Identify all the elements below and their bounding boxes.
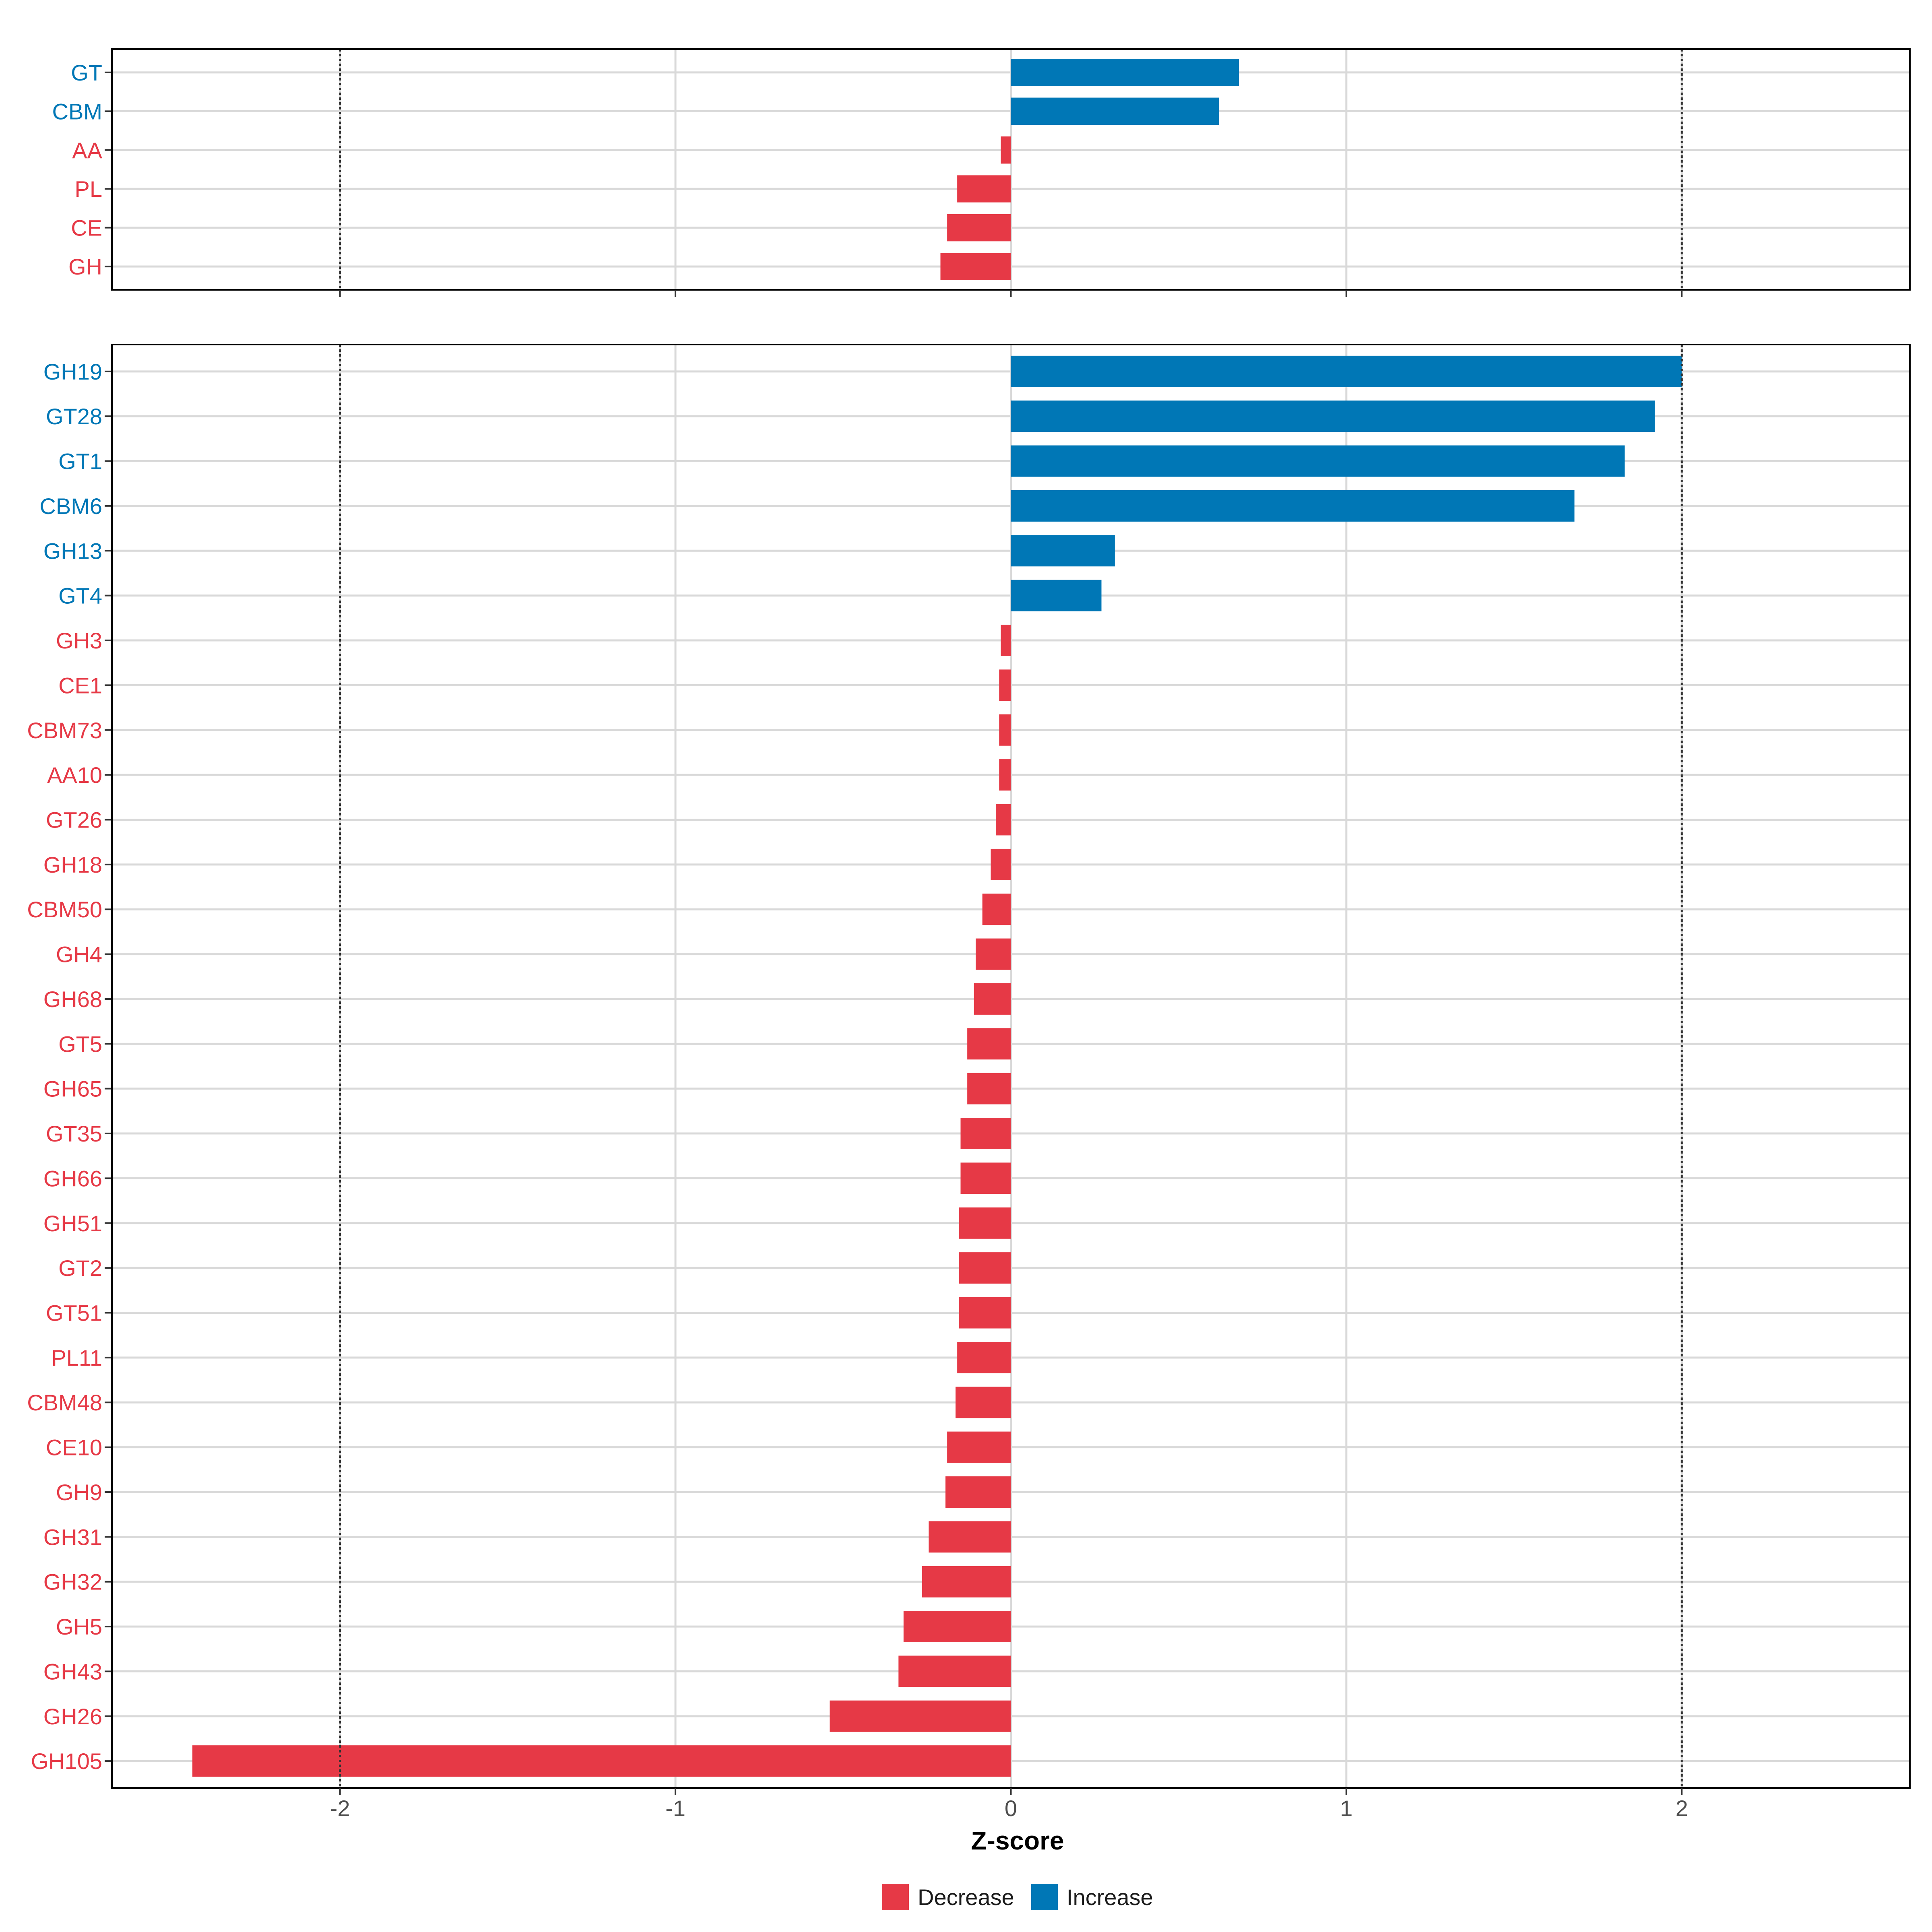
y-tick-label: GH13 (43, 538, 102, 564)
bar-cbm73 (999, 714, 1011, 746)
bar-gt28 (1011, 400, 1655, 432)
bar-gt5 (967, 1028, 1011, 1060)
bar-gh13 (1011, 535, 1115, 567)
bar-gt4 (1011, 580, 1102, 611)
legend-label-increase: Increase (1067, 1885, 1153, 1910)
bar-gh65 (967, 1073, 1011, 1104)
bar-gh (940, 253, 1011, 280)
y-tick-label: AA (72, 138, 102, 163)
y-tick-label: GH5 (56, 1614, 102, 1639)
bar-gh9 (945, 1476, 1011, 1508)
y-tick-label: GH66 (43, 1166, 102, 1191)
x-tick-label: -2 (330, 1796, 350, 1821)
y-tick-label: CBM48 (27, 1390, 102, 1415)
bar-cbm6 (1011, 490, 1575, 522)
y-tick-label: GH68 (43, 987, 102, 1012)
x-axis: -2 -1 0 1 2 (330, 1796, 1688, 1821)
bar-gt (1011, 59, 1239, 86)
x-axis-title: Z-score (971, 1826, 1064, 1855)
legend-swatch-decrease (882, 1884, 909, 1910)
y-tick-label: GH18 (43, 852, 102, 877)
legend-label-decrease: Decrease (918, 1885, 1014, 1910)
x-tick-label: 0 (1005, 1796, 1017, 1821)
y-tick-label: GT51 (46, 1300, 102, 1326)
bar-ce10 (947, 1431, 1011, 1463)
y-tick-label: AA10 (47, 762, 102, 788)
bar-gt2 (959, 1252, 1011, 1284)
bar-gh18 (991, 848, 1011, 880)
bar-gt26 (995, 804, 1011, 836)
bar-gh5 (903, 1611, 1011, 1643)
bar-gh26 (830, 1700, 1011, 1732)
y-tick-label: GT35 (46, 1121, 102, 1146)
top-panel: GT CBM AA PL CE GH (52, 48, 1911, 297)
y-tick-label: CE1 (58, 673, 102, 698)
bottom-panel: GH19 GT28 GT1 CBM6 GH13 GT4 GH3 CE1 CBM73 AA10 GT2… (27, 344, 1911, 1795)
y-tick-label: GH31 (43, 1524, 102, 1550)
bar-gt51 (959, 1297, 1011, 1329)
bar-gt1 (1011, 445, 1625, 477)
bar-gh19 (1011, 355, 1682, 387)
bar-aa (1001, 136, 1011, 164)
bar-gh51 (959, 1207, 1011, 1239)
y-tick-label: GH (68, 254, 102, 279)
y-tick-label: GT1 (58, 449, 102, 474)
x-tick-label: -1 (665, 1796, 685, 1821)
y-tick-label: GH51 (43, 1211, 102, 1236)
bar-gh31 (929, 1521, 1011, 1553)
bar-ce (947, 214, 1011, 242)
y-tick-label: GH32 (43, 1569, 102, 1595)
y-tick-label: CBM6 (39, 493, 102, 519)
bar-ce1 (999, 669, 1011, 701)
y-tick-label: PL11 (51, 1345, 102, 1371)
y-tick-label: GH9 (56, 1480, 102, 1505)
y-tick-label: CE10 (46, 1435, 102, 1460)
bar-gh68 (974, 983, 1011, 1015)
x-tick-label: 1 (1340, 1796, 1352, 1821)
bar-gt35 (960, 1118, 1011, 1150)
bar-gh4 (975, 938, 1011, 970)
y-tick-label: GH4 (56, 942, 102, 967)
x-tick-label: 2 (1676, 1796, 1688, 1821)
y-tick-label: GH43 (43, 1659, 102, 1684)
bar-aa10 (999, 759, 1011, 791)
y-tick-label: CBM (52, 99, 102, 124)
bar-cbm48 (955, 1387, 1011, 1418)
bar-pl (957, 175, 1011, 202)
bar-pl11 (957, 1342, 1011, 1373)
bar-cbm (1011, 97, 1219, 125)
y-tick-label: PL (75, 176, 103, 202)
y-tick-label: GH65 (43, 1076, 102, 1102)
y-tick-label: GH26 (43, 1704, 102, 1729)
y-tick-label: GT4 (58, 583, 102, 609)
y-tick-label: CBM50 (27, 897, 102, 922)
y-tick-label: GH3 (56, 628, 102, 653)
bar-gh3 (1001, 625, 1011, 656)
y-tick-label: GH19 (43, 359, 102, 384)
legend-swatch-increase (1031, 1884, 1058, 1910)
y-tick-label: GT2 (58, 1255, 102, 1281)
y-tick-label: GT26 (46, 807, 102, 832)
y-tick-label: GT (71, 60, 102, 85)
bar-gh32 (922, 1566, 1011, 1598)
y-tick-label: GT5 (58, 1031, 102, 1057)
y-tick-label: GH105 (31, 1748, 102, 1774)
legend: Decrease Increase (882, 1884, 1153, 1910)
y-tick-label: CE (71, 215, 102, 241)
bar-gh105 (192, 1745, 1011, 1777)
bar-gh43 (898, 1655, 1011, 1687)
bar-gh66 (960, 1162, 1011, 1194)
y-tick-label: CBM73 (27, 718, 102, 743)
bar-cbm50 (982, 894, 1011, 925)
y-tick-label: GT28 (46, 404, 102, 429)
